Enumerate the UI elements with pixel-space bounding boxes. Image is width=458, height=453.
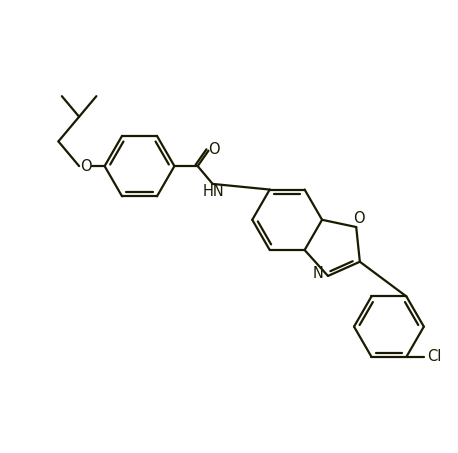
Text: Cl: Cl — [427, 349, 442, 364]
Text: O: O — [208, 142, 220, 157]
Text: O: O — [80, 159, 92, 173]
Text: O: O — [354, 212, 365, 226]
Text: N: N — [313, 266, 323, 281]
Text: HN: HN — [202, 184, 224, 199]
